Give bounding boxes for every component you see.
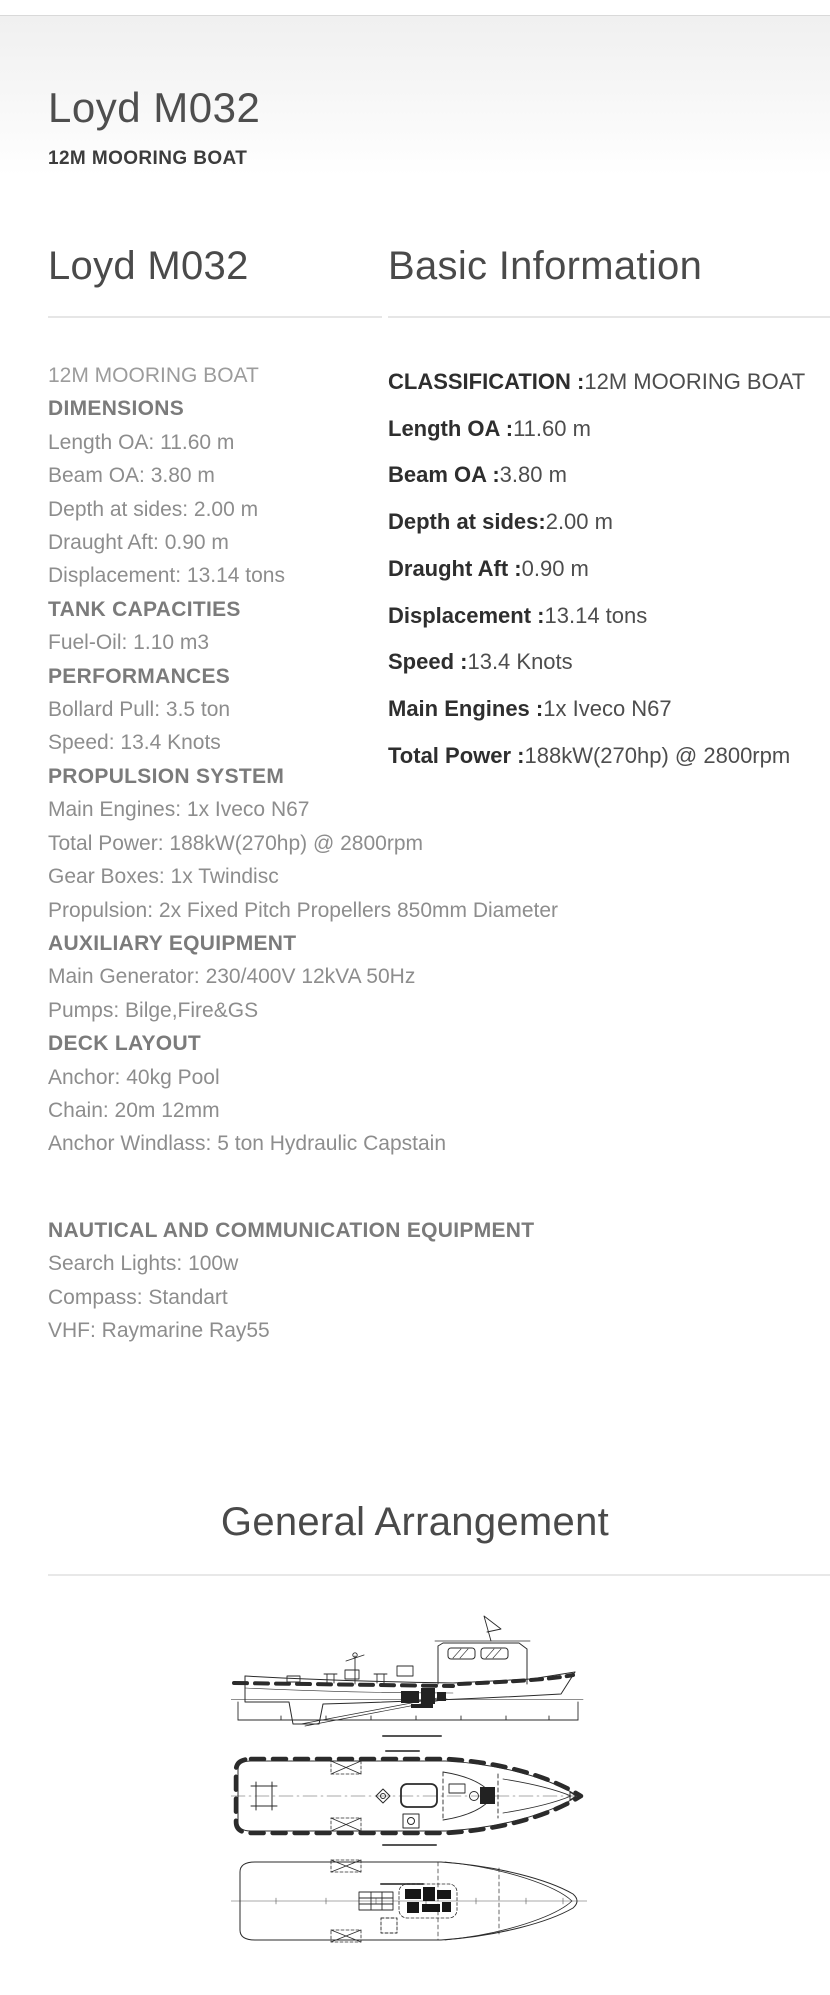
info-row: Speed :13.4 Knots [388, 639, 830, 686]
wheelhouse-window-icon [481, 1648, 508, 1659]
spec-list: 12M MOORING BOAT DIMENSIONS Length OA: 1… [48, 359, 633, 1347]
info-label: Draught Aft : [388, 555, 522, 581]
page-subtitle: 12M MOORING BOAT [48, 148, 248, 169]
info-label: Length OA : [388, 415, 514, 441]
section-title-tank-capacities: TANK CAPACITIES [48, 597, 241, 621]
page-title: Loyd M032 [48, 84, 261, 131]
generator-box [359, 1892, 393, 1910]
below-deck-view [231, 1860, 587, 1942]
bow-inner-line [503, 1779, 571, 1813]
info-row: CLASSIFICATION :12M MOORING BOAT [388, 359, 830, 406]
stern-bracket [251, 1782, 277, 1810]
deck-plan-view [231, 1751, 583, 1845]
right-column-heading: Basic Information [388, 244, 703, 288]
baseline [238, 1702, 578, 1720]
spec-line: Gear Boxes: 1x Twindisc [48, 865, 279, 889]
right-column-divider [388, 316, 830, 318]
info-row: Beam OA :3.80 m [388, 452, 830, 499]
wheelhouse-plan [443, 1772, 498, 1820]
info-value: 0.90 m [521, 555, 589, 581]
basic-information-list: CLASSIFICATION :12M MOORING BOAT Length … [388, 359, 830, 779]
section-title-dimensions: DIMENSIONS [48, 397, 185, 421]
spec-line: Beam OA: 3.80 m [48, 464, 215, 488]
spec-line: Bollard Pull: 3.5 ton [48, 698, 231, 722]
info-row: Draught Aft :0.90 m [388, 546, 830, 593]
spec-line: Anchor: 40kg Pool [48, 1065, 220, 1089]
info-value: 1x Iveco N67 [543, 695, 672, 721]
spec-line: Propulsion: 2x Fixed Pitch Propellers 85… [48, 898, 559, 922]
boat-type-tagline: 12M MOORING BOAT [48, 364, 259, 387]
info-value: 2.00 m [545, 509, 613, 535]
spec-line: VHF: Raymarine Ray55 [48, 1318, 270, 1342]
info-row: Length OA :11.60 m [388, 406, 830, 453]
info-label: Total Power : [388, 742, 525, 768]
info-value: 13.4 Knots [467, 649, 573, 675]
spec-line: Draught Aft: 0.90 m [48, 531, 229, 555]
bow-fitting [570, 1792, 576, 1800]
info-row: Depth at sides:2.00 m [388, 499, 830, 546]
deck-hatch [331, 1761, 361, 1831]
wheelhouse-window-icon [448, 1648, 475, 1659]
top-whitespace-bar [0, 0, 830, 16]
spec-line: Main Generator: 230/400V 12kVA 50Hz [48, 965, 416, 989]
mast-icon [484, 1616, 501, 1641]
left-column-heading: Loyd M032 [48, 244, 249, 288]
info-label: Displacement : [388, 602, 545, 628]
bow-inner-line [445, 1862, 572, 1940]
engine-cluster [399, 1884, 457, 1918]
wheelhouse [435, 1616, 530, 1684]
general-arrangement-divider [48, 1574, 830, 1576]
general-arrangement-drawing [231, 1596, 587, 1956]
info-value: 188kW(270hp) @ 2800rpm [524, 742, 791, 768]
info-label: Main Engines : [388, 695, 544, 721]
deck-fittings-plan [376, 1784, 437, 1828]
spec-line: Pumps: Bilge,Fire&GS [48, 998, 259, 1022]
fender-band-aft [234, 1683, 453, 1686]
info-row: Total Power :188kW(270hp) @ 2800rpm [388, 733, 830, 780]
spec-line: Compass: Standart [48, 1285, 228, 1309]
page-header-gradient [0, 16, 830, 176]
info-row: Main Engines :1x Iveco N67 [388, 686, 830, 733]
spec-line: Fuel-Oil: 1.10 m3 [48, 631, 210, 655]
spec-line: Main Engines: 1x Iveco N67 [48, 798, 310, 822]
section-title-nautical-communication: NAUTICAL AND COMMUNICATION EQUIPMENT [48, 1218, 535, 1242]
small-hatch [381, 1918, 397, 1933]
spec-line: Depth at sides: 2.00 m [48, 497, 259, 521]
deck-derrick [345, 1653, 364, 1684]
hull-outline [240, 1862, 577, 1940]
left-column-divider [48, 316, 382, 318]
section-title-propulsion-system: PROPULSION SYSTEM [48, 764, 285, 788]
deck-hatch [331, 1860, 361, 1942]
spec-line: Chain: 20m 12mm [48, 1098, 220, 1122]
info-value: 12M MOORING BOAT [584, 369, 806, 394]
deck-fittings [287, 1666, 413, 1683]
info-label: Beam OA : [388, 462, 500, 488]
info-value: 3.80 m [499, 462, 567, 488]
fender-band-plan [236, 1759, 581, 1833]
spec-line: Speed: 13.4 Knots [48, 731, 221, 755]
general-arrangement-heading: General Arrangement [220, 1500, 610, 1544]
section-title-performances: PERFORMANCES [48, 664, 231, 688]
info-label: Speed : [388, 649, 468, 675]
section-title-deck-layout: DECK LAYOUT [48, 1032, 202, 1056]
spec-line: Total Power: 188kW(270hp) @ 2800rpm [48, 831, 423, 855]
spec-line: Anchor Windlass: 5 ton Hydraulic Capstai… [48, 1132, 447, 1156]
info-row: Displacement :13.14 tons [388, 593, 830, 640]
spec-line: Length OA: 11.60 m [48, 430, 235, 454]
info-value: 13.14 tons [544, 602, 648, 628]
spec-line: Search Lights: 100w [48, 1252, 239, 1276]
spec-line: Displacement: 13.14 tons [48, 564, 285, 588]
section-title-auxiliary-equipment: AUXILIARY EQUIPMENT [48, 931, 297, 955]
machinery-cluster [401, 1688, 446, 1708]
info-value: 11.60 m [513, 415, 591, 441]
profile-view [231, 1616, 583, 1736]
info-label: CLASSIFICATION : [388, 369, 585, 394]
fender-band-fwd [459, 1675, 573, 1684]
info-label: Depth at sides: [388, 509, 546, 535]
